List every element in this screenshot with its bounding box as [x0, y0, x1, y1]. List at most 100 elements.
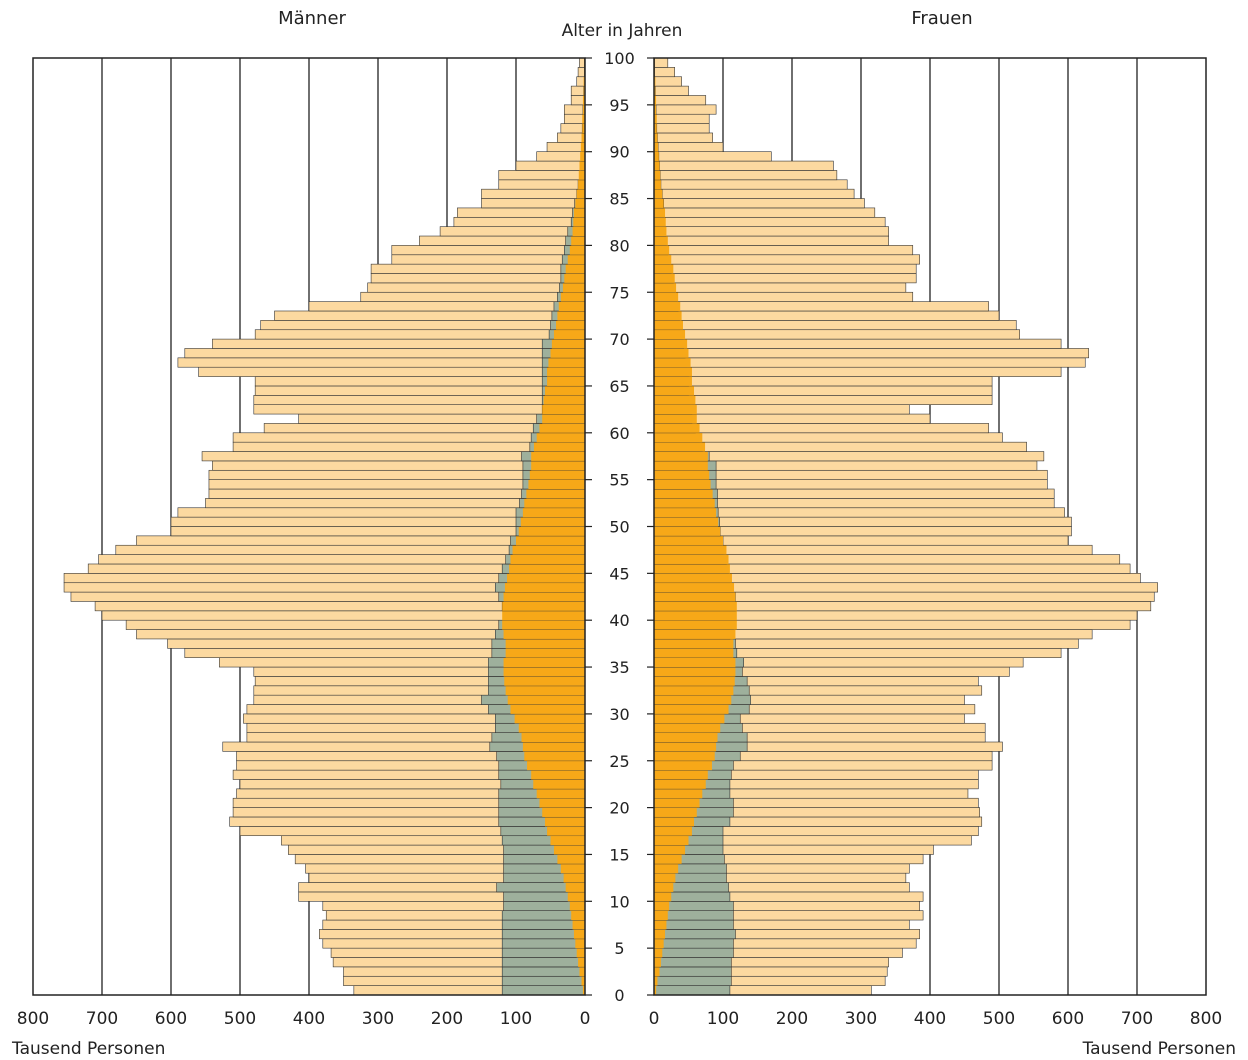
women-total-bar-age-95	[653, 95, 707, 106]
men-total-bar-age-83	[457, 207, 586, 218]
women-married-bar-age-87	[654, 170, 661, 180]
men-married-bar-age-65	[547, 376, 585, 386]
men-married-bar-age-13	[560, 863, 585, 874]
women-total-bar-age-96	[653, 85, 689, 96]
women-foreign-bar-age-5	[653, 938, 734, 949]
left-x-tick-label: 300	[362, 1009, 394, 1029]
right-x-tick-label: 200	[776, 1009, 808, 1029]
women-married-bar-age-80	[654, 236, 668, 246]
men-married-bar-age-83	[573, 207, 585, 218]
age-axis-title: Alter in Jahren	[562, 21, 683, 41]
women-total-bar-age-97	[653, 76, 682, 87]
women-married-bar-age-43	[654, 582, 735, 593]
women-foreign-bar-age-6	[653, 929, 736, 940]
men-married-bar-age-20	[539, 798, 585, 808]
men-total-bar-age-62	[253, 404, 586, 415]
women-total-bar-age-66	[653, 366, 1062, 377]
men-married-bar-age-72	[557, 310, 585, 321]
women-married-bar-age-16	[654, 835, 689, 846]
men-married-bar-age-64	[544, 385, 585, 396]
men-total-bar-age-75	[367, 282, 586, 293]
right-x-tick-label: 0	[649, 1009, 660, 1029]
men-total-bar-age-63	[253, 395, 586, 405]
men-married-bar-age-76	[564, 273, 585, 283]
right-x-axis-unit: Tausend Personen	[1082, 1039, 1236, 1059]
women-total-bar-age-73	[653, 301, 989, 312]
men-total-bar-age-96	[570, 85, 586, 96]
women-married-bar-age-32	[654, 685, 734, 696]
age-tick-label: 95	[609, 96, 629, 115]
women-total-bar-age-76	[653, 273, 917, 284]
men-married-bar-age-88	[579, 161, 585, 171]
women-total-bar-age-72	[653, 310, 1000, 321]
age-tick-label: 20	[609, 799, 629, 818]
women-total-bar-age-79	[653, 245, 914, 256]
women-married-bar-age-44	[654, 573, 732, 583]
men-married-bar-age-2	[579, 966, 585, 977]
men-total-bar-age-87	[498, 170, 586, 181]
women-total-bar-age-84	[653, 198, 865, 209]
women-married-bar-age-6	[654, 929, 666, 939]
men-married-bar-age-32	[505, 685, 585, 696]
women-total-bar-age-78	[653, 254, 920, 265]
women-total-bar-age-80	[653, 235, 889, 246]
men-married-bar-age-44	[507, 573, 585, 583]
women-married-bar-age-29	[654, 713, 725, 724]
age-tick-label: 10	[609, 892, 629, 911]
men-total-bar-age-76	[370, 273, 586, 284]
men-total-bar-age-73	[308, 301, 586, 312]
men-married-bar-age-41	[502, 601, 585, 611]
women-married-bar-age-58	[654, 442, 706, 452]
men-married-bar-age-17	[547, 826, 585, 836]
men-married-bar-age-6	[573, 929, 585, 939]
men-total-bar-age-90	[546, 142, 586, 153]
men-married-bar-age-0	[582, 985, 585, 995]
men-married-bar-age-4	[576, 948, 585, 958]
men-married-bar-age-47	[512, 545, 585, 555]
age-tick-label: 40	[609, 611, 629, 630]
men-married-bar-age-14	[557, 854, 585, 864]
men-married-bar-age-19	[542, 807, 585, 817]
women-married-bar-age-35	[654, 657, 736, 668]
men-married-bar-age-34	[503, 667, 585, 677]
women-foreign-bar-age-2	[653, 966, 732, 977]
women-foreign-bar-age-1	[653, 975, 732, 986]
men-married-bar-age-75	[562, 282, 585, 293]
men-married-bar-age-16	[550, 835, 585, 846]
right-x-tick-label: 800	[1190, 1009, 1222, 1029]
women-total-bar-age-74	[653, 291, 914, 302]
women-married-bar-age-26	[654, 742, 717, 752]
women-total-bar-age-69	[653, 338, 1062, 349]
men-married-bar-age-38	[503, 629, 585, 639]
age-tick-label: 35	[609, 658, 629, 677]
men-married-bar-age-8	[571, 910, 585, 921]
men-married-bar-age-77	[565, 264, 585, 274]
women-married-bar-age-49	[654, 526, 721, 536]
women-married-bar-age-86	[654, 179, 661, 190]
men-married-bar-age-78	[567, 254, 585, 265]
women-total-bar-age-82	[653, 216, 886, 227]
women-married-bar-age-3	[654, 957, 661, 967]
women-married-bar-age-68	[654, 348, 689, 358]
right-x-tick-label: 500	[983, 1009, 1015, 1029]
men-married-bar-age-91	[581, 132, 585, 143]
women-married-bar-age-9	[654, 901, 670, 911]
women-married-bar-age-47	[654, 545, 727, 555]
women-married-bar-age-39	[654, 620, 737, 630]
women-married-bar-age-22	[654, 779, 706, 789]
men-married-bar-age-26	[522, 742, 585, 752]
men-total-bar-age-79	[391, 245, 586, 256]
men-total-bar-age-80	[419, 235, 586, 246]
men-total-bar-age-74	[360, 291, 586, 302]
men-married-bar-age-23	[531, 770, 585, 780]
women-married-bar-age-14	[654, 854, 682, 864]
men-married-bar-age-35	[503, 657, 585, 668]
age-tick-label: 5	[614, 939, 624, 958]
women-total-bar-age-75	[653, 282, 907, 293]
women-married-bar-age-36	[654, 648, 734, 658]
women-total-bar-age-98	[653, 67, 676, 78]
men-married-bar-age-22	[533, 779, 585, 789]
left-x-tick-label: 700	[86, 1009, 118, 1029]
women-married-bar-age-82	[654, 217, 666, 227]
men-total-bar-age-70	[254, 329, 586, 340]
